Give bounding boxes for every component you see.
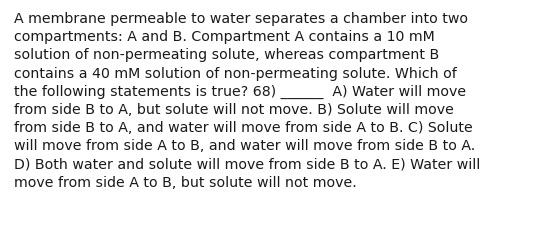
Text: A membrane permeable to water separates a chamber into two
compartments: A and B: A membrane permeable to water separates …: [14, 12, 480, 189]
